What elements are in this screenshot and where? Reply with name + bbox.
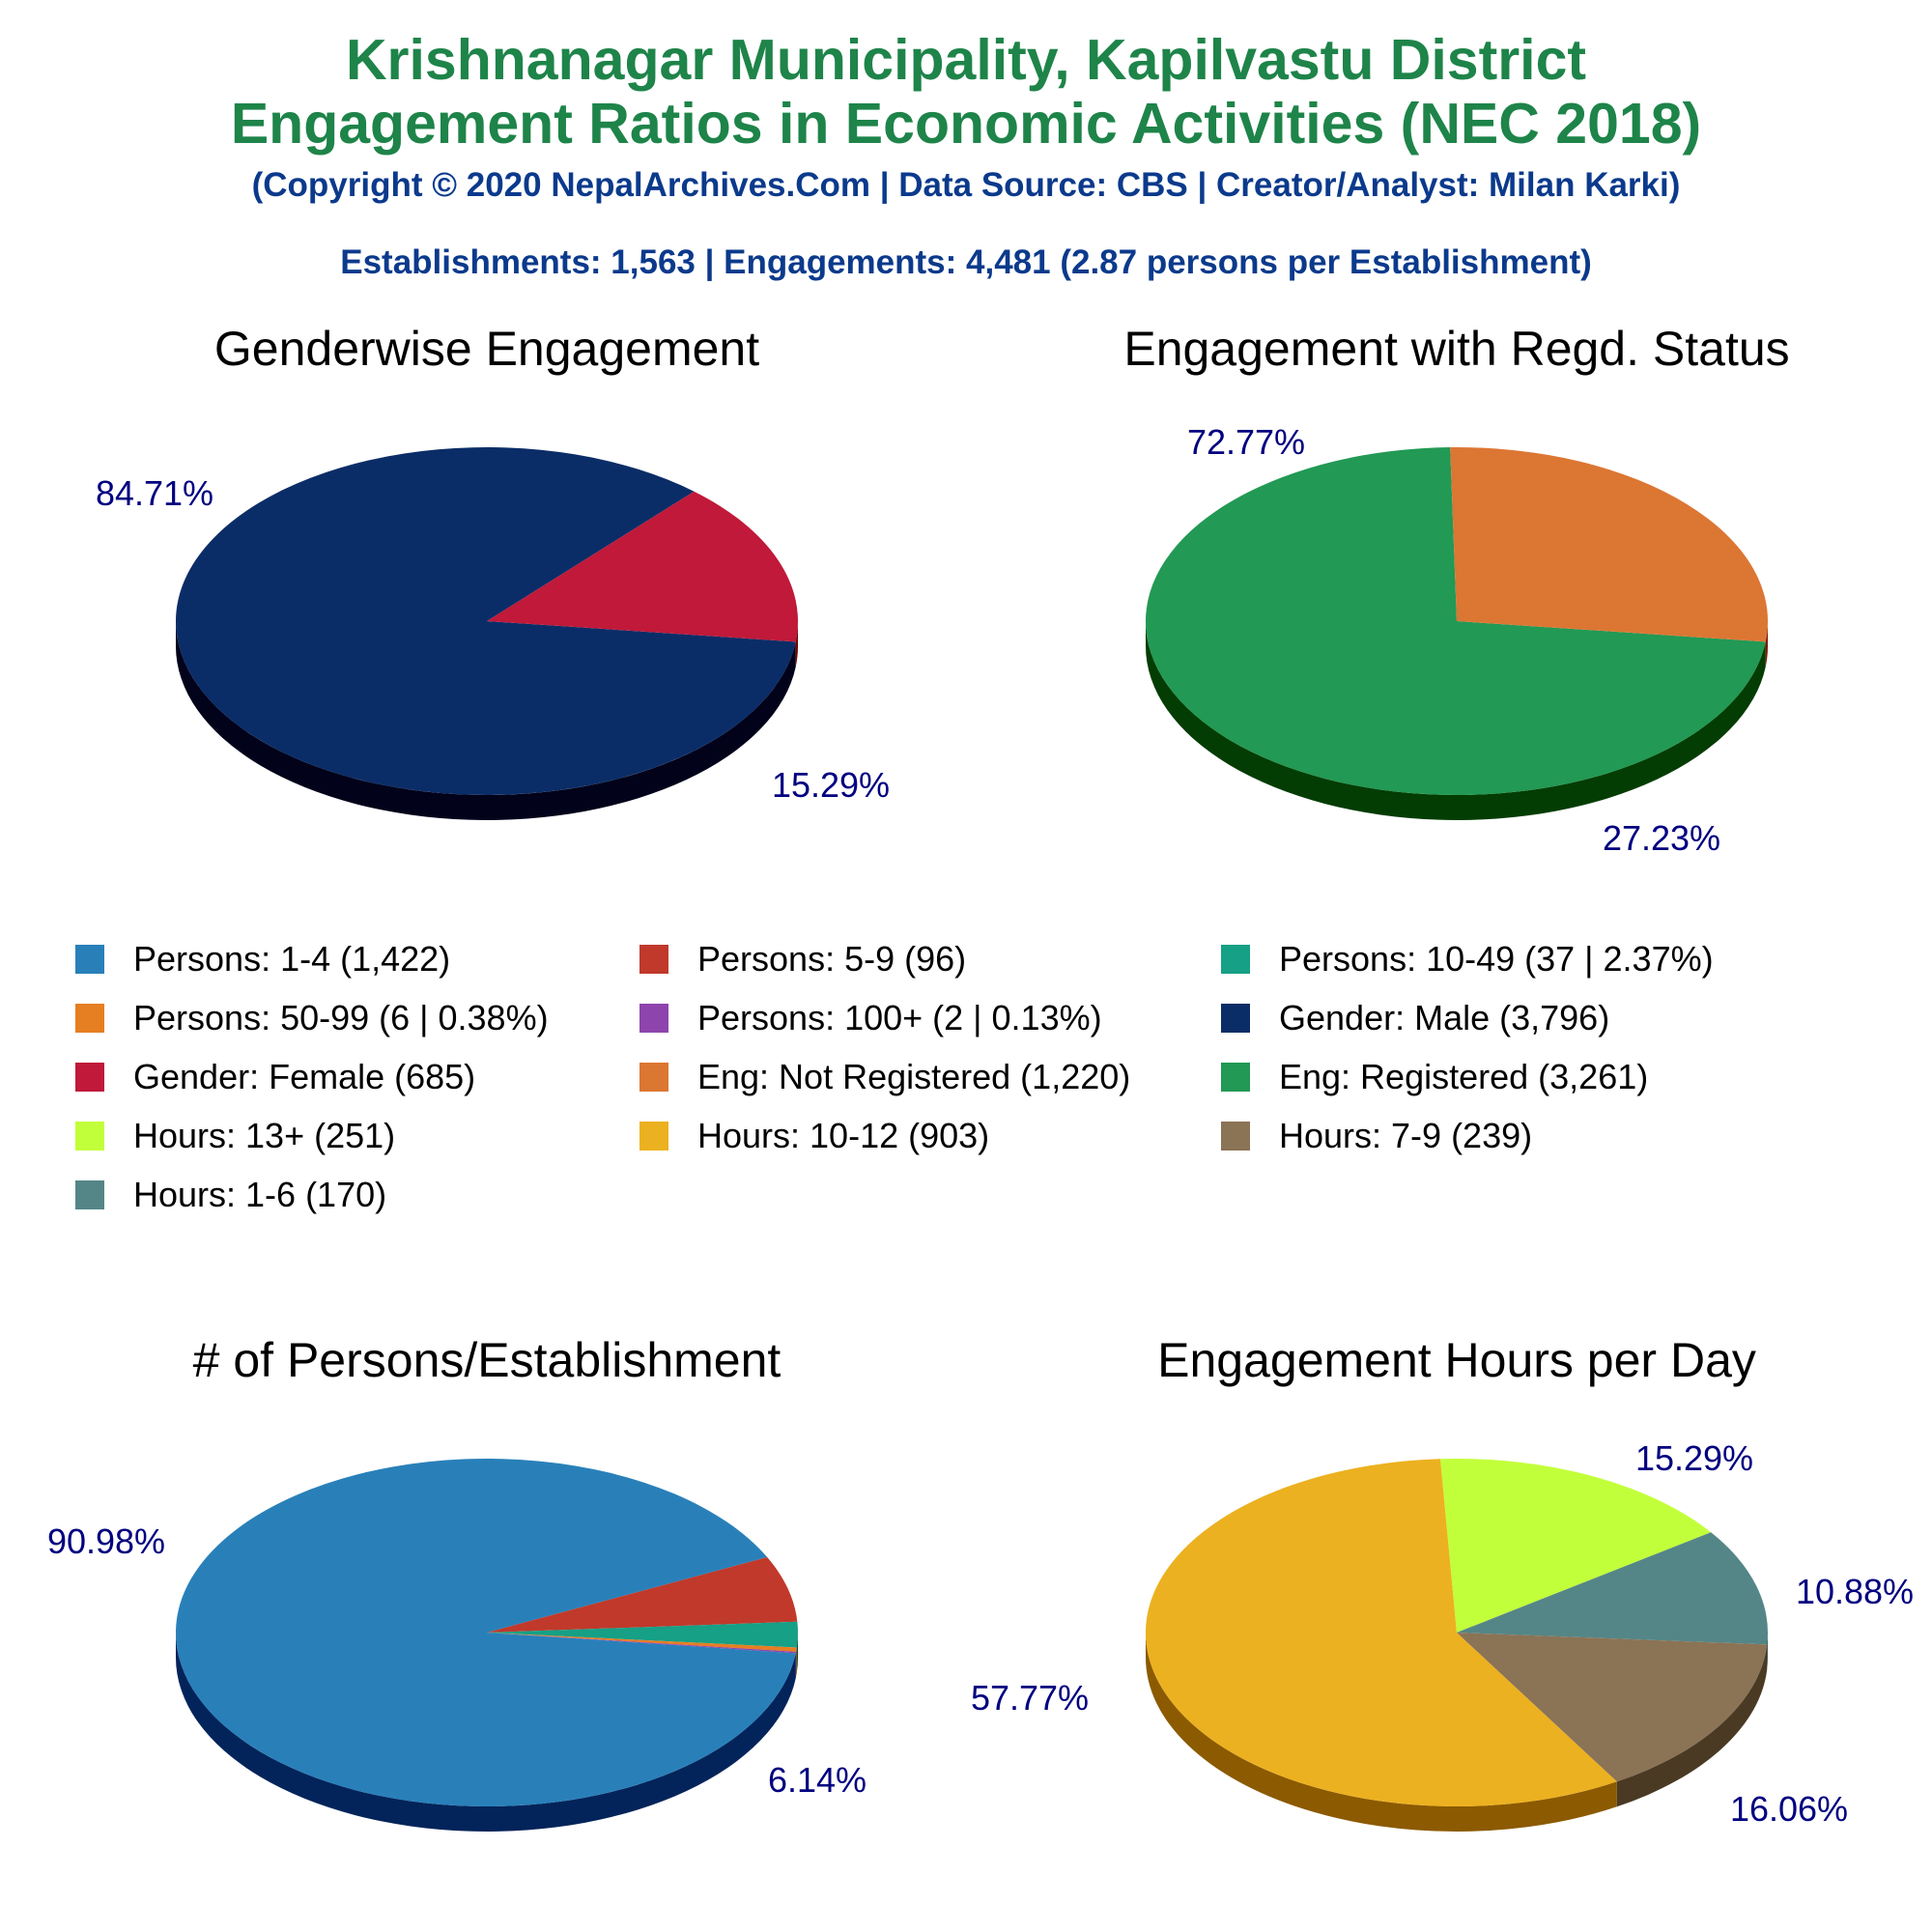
legend-label: Persons: 5-9 (96) <box>697 939 967 979</box>
pie-slice <box>487 1633 797 1654</box>
pie-slice-label: 27.23% <box>1603 818 1720 858</box>
legend-item: Persons: 5-9 (96) <box>639 935 966 983</box>
legend-label: Eng: Registered (3,261) <box>1279 1057 1649 1096</box>
pie-slice-side <box>796 1633 799 1673</box>
pie-slice-side <box>1765 621 1768 668</box>
pie-slice-side <box>1146 1633 1617 1833</box>
legend-label: Eng: Not Registered (1,220) <box>697 1057 1131 1096</box>
legend-label: Persons: 100+ (2 | 0.13%) <box>697 998 1102 1037</box>
legend-item: Persons: 10-49 (37 | 2.37%) <box>1221 935 1714 983</box>
pie-slice-label: 15.29% <box>1635 1438 1753 1478</box>
legend-swatch <box>1221 1122 1250 1151</box>
pie-chart-title: Engagement Hours per Day <box>1157 1333 1756 1387</box>
pie-slice-label: 90.98% <box>47 1521 165 1561</box>
pie-chart: Genderwise Engagement 84.71% 15.29% <box>96 322 890 821</box>
pie-slice <box>1450 447 1768 642</box>
pie-chart-title: Engagement with Regd. Status <box>1123 322 1789 376</box>
legend-label: Hours: 13+ (251) <box>133 1116 396 1155</box>
pie-slice-label: 57.77% <box>971 1678 1089 1718</box>
pie-slice <box>1457 1532 1768 1645</box>
pie-slice-side <box>795 621 799 668</box>
legend-label: Hours: 1-6 (170) <box>133 1175 387 1214</box>
legend-label: Hours: 7-9 (239) <box>1279 1116 1533 1155</box>
pie-slice-label: 84.71% <box>96 473 213 513</box>
pie-chart: Engagement with Regd. Status 72.77% 27.23% <box>1123 322 1789 858</box>
pie-slice <box>487 1621 798 1648</box>
pie-slice <box>1146 447 1766 795</box>
pie-slice-label: 6.14% <box>768 1760 867 1800</box>
pie-chart-title: # of Persons/Establishment <box>193 1333 781 1387</box>
legend-item: Hours: 1-6 (170) <box>75 1171 386 1219</box>
legend-swatch <box>639 1122 668 1151</box>
legend-item: Eng: Registered (3,261) <box>1221 1053 1648 1101</box>
legend-swatch <box>639 1004 668 1033</box>
pie-slice-label: 10.88% <box>1796 1572 1914 1611</box>
pie-slice <box>176 447 796 795</box>
chart-title-line-2: Engagement Ratios in Economic Activities… <box>230 92 1702 156</box>
legend-item: Gender: Female (685) <box>75 1053 475 1101</box>
pie-chart: # of Persons/Establishment 90.98% 6.14% <box>47 1333 867 1833</box>
legend-item: Persons: 1-4 (1,422) <box>75 935 450 983</box>
legend-label: Persons: 1-4 (1,422) <box>133 939 451 979</box>
pie-slice <box>1457 1633 1768 1782</box>
legend-label: Gender: Male (3,796) <box>1279 998 1610 1037</box>
pie-chart: Engagement Hours per Day 57.77% 16.06% 10.8… <box>971 1333 1914 1833</box>
legend-swatch <box>75 1180 104 1209</box>
legend-swatch <box>75 1004 104 1033</box>
legend-item: Hours: 7-9 (239) <box>1221 1112 1532 1160</box>
pie-slice <box>487 1557 798 1633</box>
pie-slice <box>176 1459 796 1807</box>
legend-swatch <box>75 1063 104 1092</box>
pie-slice-label: 15.29% <box>772 765 890 805</box>
pie-slice-label: 16.06% <box>1730 1789 1848 1829</box>
legend-item: Hours: 10-12 (903) <box>639 1112 989 1160</box>
legend-label: Persons: 10-49 (37 | 2.37%) <box>1279 939 1714 979</box>
pie-slice <box>487 491 798 642</box>
pie-slice-side <box>796 1647 797 1677</box>
legend-swatch <box>75 945 104 974</box>
legend-label: Gender: Female (685) <box>133 1057 476 1096</box>
legend-item: Eng: Not Registered (1,220) <box>639 1053 1130 1101</box>
legend-swatch <box>639 945 668 974</box>
legend-item: Persons: 100+ (2 | 0.13%) <box>639 994 1102 1042</box>
legend-swatch <box>1221 945 1250 974</box>
pie-slice-side <box>1616 1644 1768 1807</box>
chart-title-line-1: Krishnanagar Municipality, Kapilvastu Di… <box>345 28 1587 92</box>
legend-item: Hours: 13+ (251) <box>75 1112 395 1160</box>
pie-slice <box>1440 1459 1712 1633</box>
legend-swatch <box>1221 1063 1250 1092</box>
legend-label: Hours: 10-12 (903) <box>697 1116 990 1155</box>
legend-swatch <box>1221 1004 1250 1033</box>
legend-swatch <box>639 1063 668 1092</box>
copyright-subtitle: (Copyright © 2020 NepalArchives.Com | Da… <box>251 166 1681 204</box>
pie-slice <box>1145 1459 1617 1807</box>
legend-item: Persons: 50-99 (6 | 0.38%) <box>75 994 549 1042</box>
summary-subtitle: Establishments: 1,563 | Engagements: 4,4… <box>340 243 1592 281</box>
pie-slice <box>487 1633 797 1652</box>
legend-label: Persons: 50-99 (6 | 0.38%) <box>133 998 549 1037</box>
legend-swatch <box>75 1122 104 1151</box>
pie-slice-label: 72.77% <box>1187 422 1305 462</box>
legend-item: Gender: Male (3,796) <box>1221 994 1609 1042</box>
pie-slice-side <box>1767 1633 1768 1670</box>
pie-chart-title: Genderwise Engagement <box>214 322 759 376</box>
